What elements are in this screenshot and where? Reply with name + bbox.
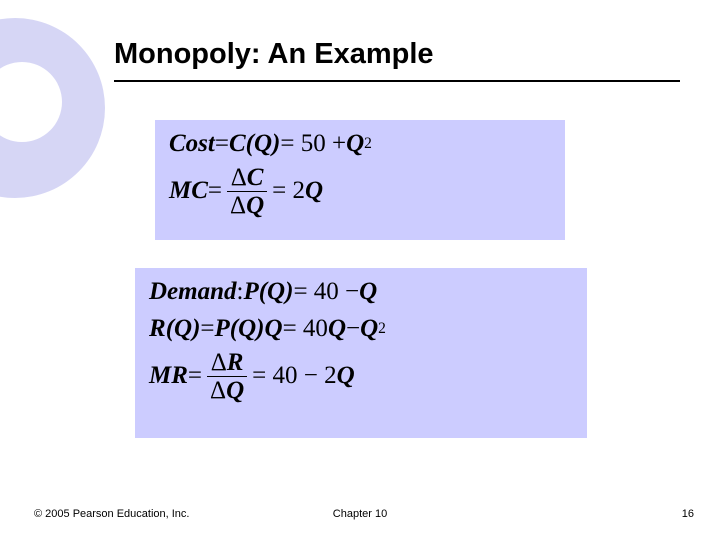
mc-num-var: C xyxy=(247,164,264,191)
rev-rhs-var1: Q xyxy=(328,315,346,344)
mr-label: MR xyxy=(149,362,188,391)
demand-eq: = 40 − xyxy=(293,278,359,307)
title-underline xyxy=(114,80,680,82)
rev-rhs-var2: Q xyxy=(360,315,378,344)
mr-rhs-var: Q xyxy=(337,362,355,391)
cost-label: Cost xyxy=(169,130,215,159)
cost-equation: Cost = C (Q) = 50 + Q 2 xyxy=(169,130,551,159)
mc-equation: MC = ΔC ΔQ = 2 Q xyxy=(169,165,551,218)
demand-func: P xyxy=(243,278,258,307)
rev-func2: P xyxy=(215,315,230,344)
rev-mult-var: Q xyxy=(265,315,283,344)
rev-minus: − xyxy=(346,315,360,344)
mc-eq1: = xyxy=(208,177,222,206)
mc-fraction: ΔC ΔQ xyxy=(226,165,268,218)
footer-page-number: 16 xyxy=(682,508,694,520)
mr-den-var: Q xyxy=(226,377,244,404)
cost-eq-sign: = xyxy=(215,130,229,159)
mc-den-var: Q xyxy=(246,192,264,219)
cost-rhs-var: Q xyxy=(346,130,364,159)
mr-den-delta: Δ xyxy=(210,377,226,404)
rev-eq2: = 40 xyxy=(283,315,328,344)
mr-fraction: ΔR ΔQ xyxy=(206,350,248,403)
footer-copyright: © 2005 Pearson Education, Inc. xyxy=(34,508,189,520)
demand-label: Demand xyxy=(149,278,237,307)
rev-arg2: (Q) xyxy=(230,315,265,344)
demand-rhs-var: Q xyxy=(359,278,377,307)
mr-num-delta: Δ xyxy=(211,349,227,376)
slide-title: Monopoly: An Example xyxy=(114,38,434,71)
footer-chapter: Chapter 10 xyxy=(333,508,387,520)
mc-eq2: = 2 xyxy=(272,177,305,206)
rev-func: R xyxy=(149,315,166,344)
cost-equation-box: Cost = C (Q) = 50 + Q 2 MC = ΔC ΔQ = 2 Q xyxy=(155,120,565,240)
mr-eq1: = xyxy=(188,362,202,391)
mc-label: MC xyxy=(169,177,208,206)
mc-den-delta: Δ xyxy=(230,192,246,219)
revenue-equation: R (Q) = P (Q) Q = 40 Q − Q 2 xyxy=(149,315,573,344)
mr-equation: MR = ΔR ΔQ = 40 − 2 Q xyxy=(149,350,573,403)
demand-equation-box: Demand : P (Q) = 40 − Q R (Q) = P (Q) Q … xyxy=(135,268,587,438)
mc-num-delta: Δ xyxy=(231,164,247,191)
mr-eq2: = 40 − 2 xyxy=(252,362,336,391)
cost-arg: (Q) xyxy=(246,130,281,159)
mc-rhs-var: Q xyxy=(305,177,323,206)
demand-equation: Demand : P (Q) = 40 − Q xyxy=(149,278,573,307)
rev-eq1: = xyxy=(200,315,214,344)
demand-arg: (Q) xyxy=(259,278,294,307)
cost-func: C xyxy=(229,130,246,159)
rev-arg1: (Q) xyxy=(166,315,201,344)
cost-rhs-a: = 50 + xyxy=(280,130,346,159)
mr-num-var: R xyxy=(227,349,244,376)
